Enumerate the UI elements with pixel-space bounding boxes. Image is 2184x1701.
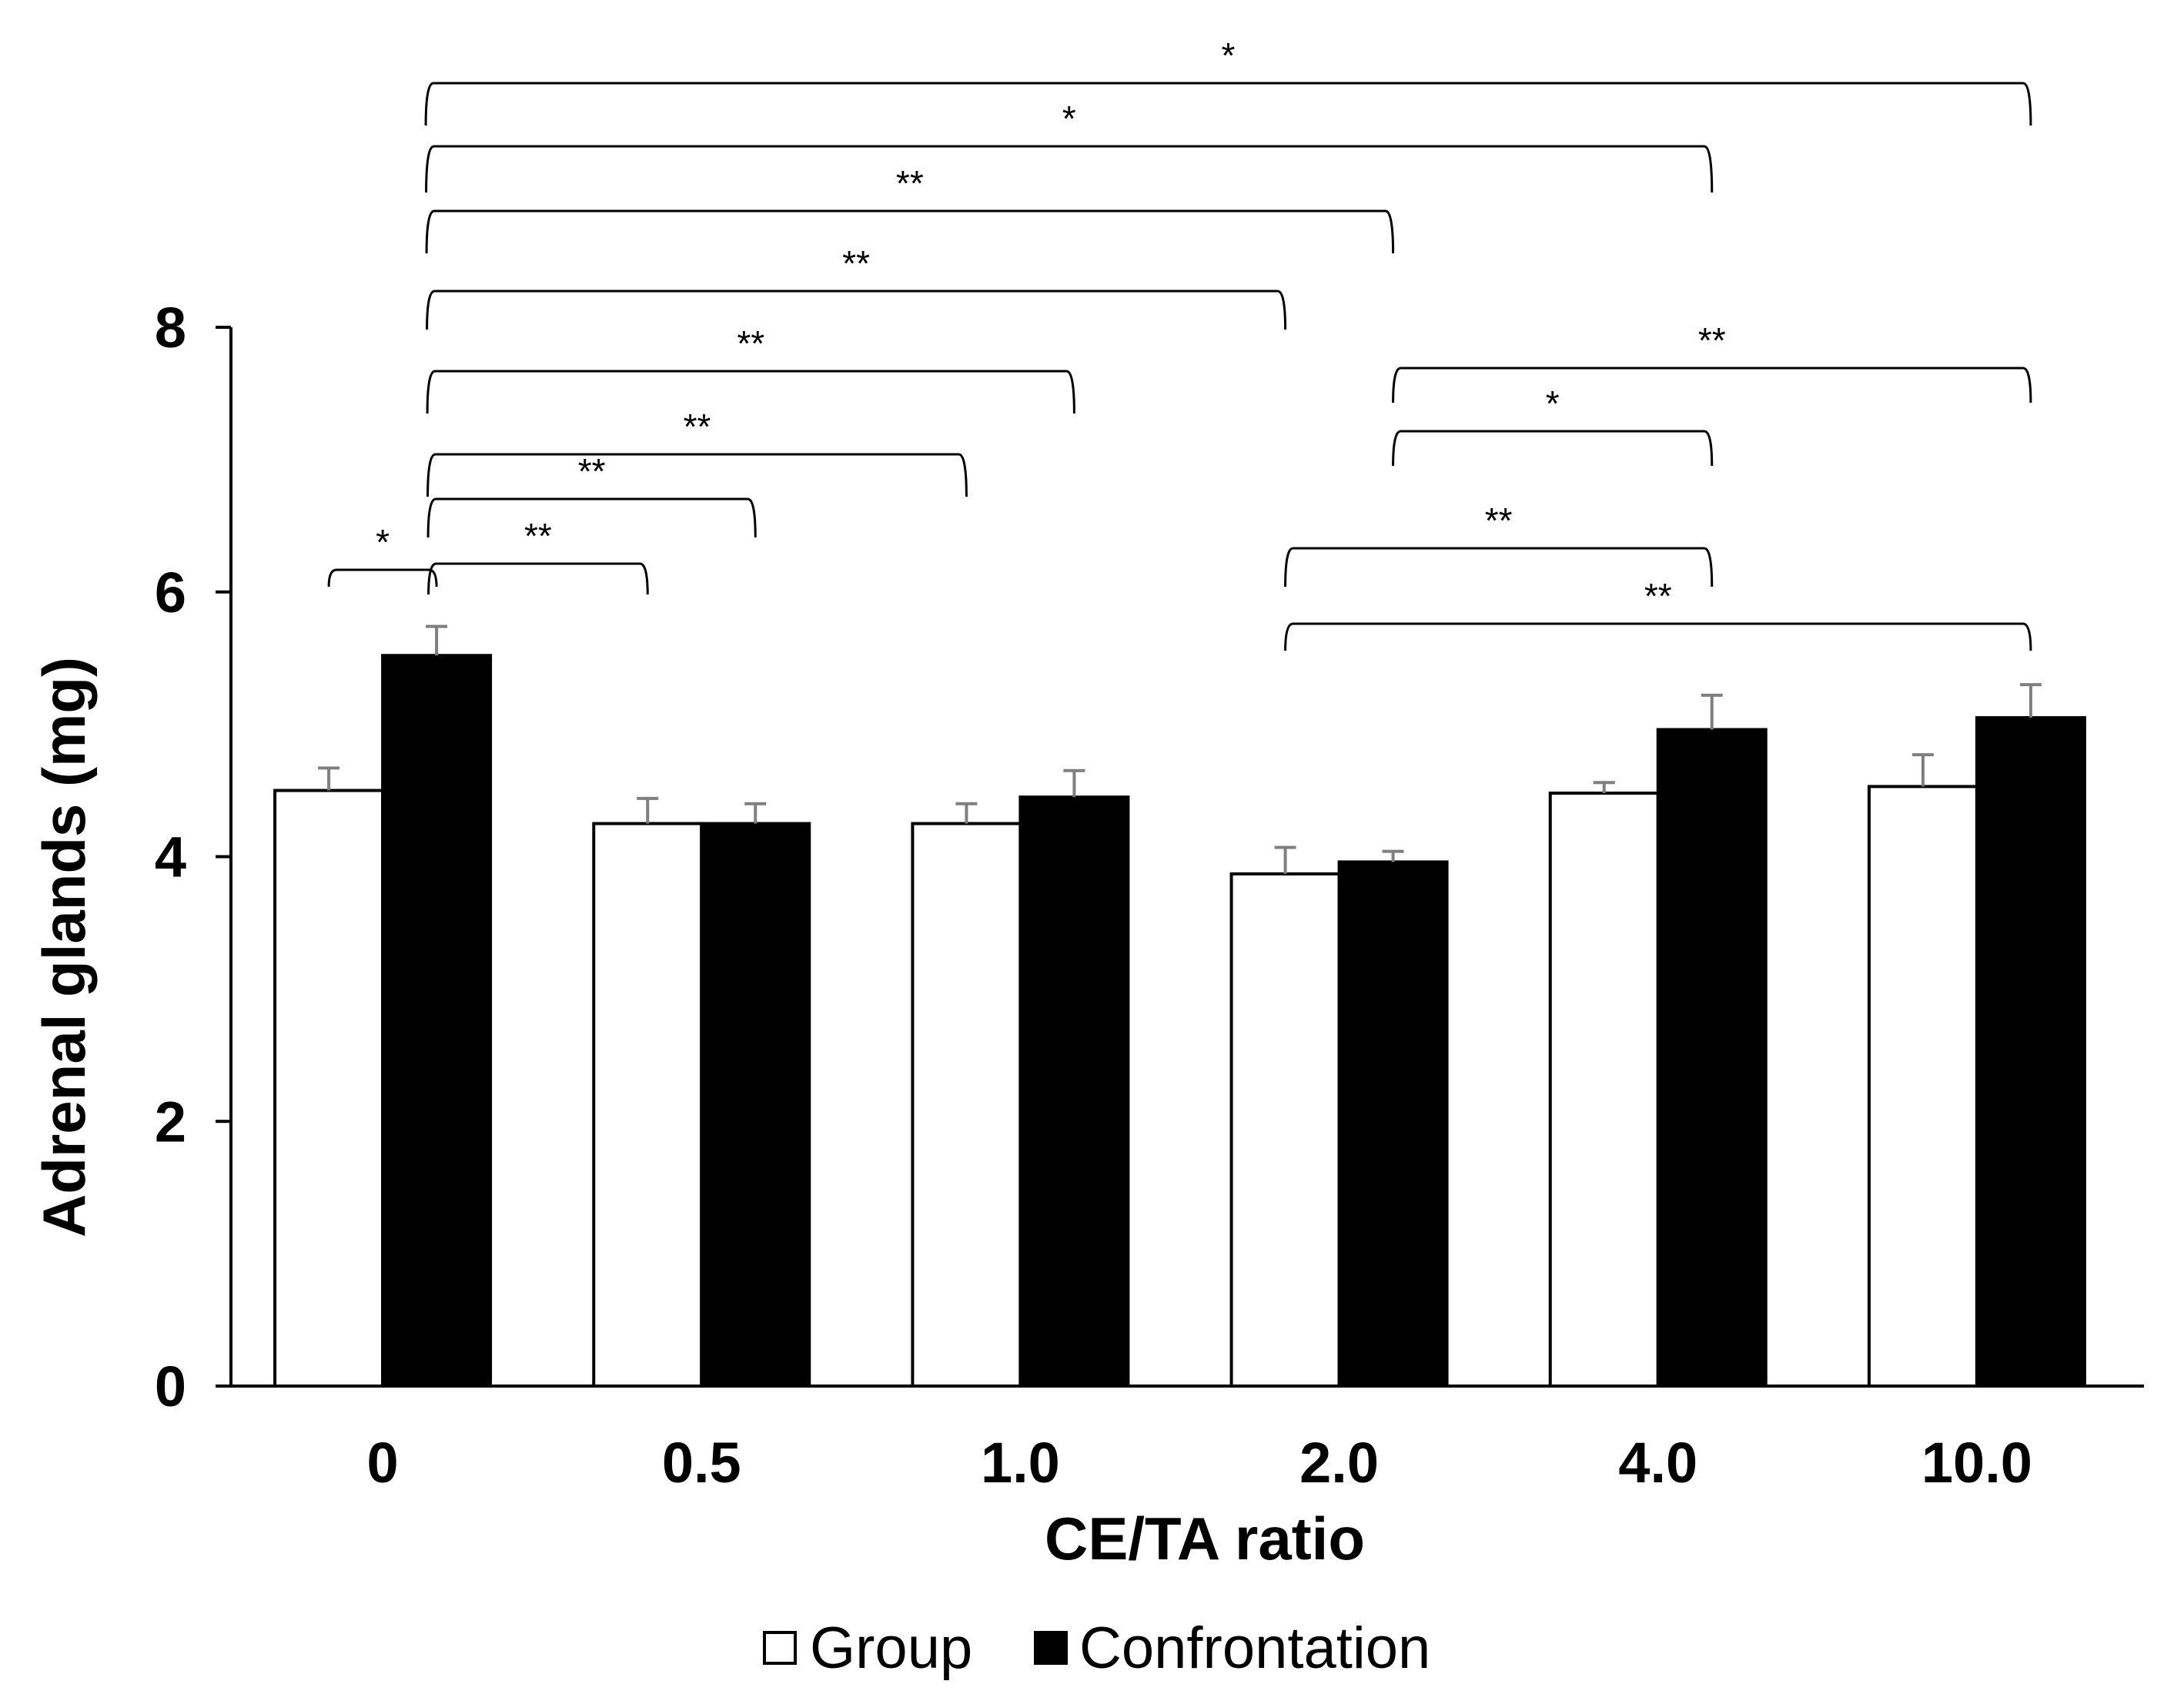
significance-label: **: [578, 451, 606, 491]
bar-group-0: [273, 789, 385, 1388]
significance-bracket: [426, 290, 1287, 330]
legend-label-confrontation: Confrontation: [1079, 1616, 1430, 1681]
significance-label: **: [737, 323, 764, 363]
significance-label: **: [524, 516, 552, 556]
significance-bracket: [427, 562, 649, 595]
significance-label: **: [1698, 320, 1726, 360]
legend-swatch-group: [763, 1631, 797, 1665]
bar-group-2.0: [1229, 872, 1341, 1388]
axes: 0 2 4 6 8 0 0.5 1.0 2.0 4.0 10.0: [155, 296, 2144, 1495]
y-tick-label: 6: [155, 561, 186, 624]
significance-label: **: [896, 163, 924, 203]
bar-confrontation-10.0: [1975, 716, 2086, 1388]
y-tick-label: 8: [155, 296, 186, 360]
x-tick-label: 1.0: [981, 1431, 1060, 1495]
x-tick-label: 2.0: [1299, 1431, 1379, 1495]
significance-bracket: [425, 209, 1395, 254]
significance-bracket: [1284, 547, 1714, 588]
y-tick-label: 4: [155, 825, 186, 889]
significance-label: *: [1546, 383, 1560, 424]
bar-confrontation-1.0: [1018, 795, 1130, 1388]
x-axis-title: CE/TA ratio: [1045, 1505, 1365, 1572]
legend-swatch-confrontation: [1034, 1631, 1068, 1665]
bar-confrontation-2.0: [1337, 860, 1449, 1388]
y-tick-label: 0: [155, 1354, 186, 1418]
bar-group-0.5: [592, 822, 704, 1388]
bar-confrontation-4.0: [1656, 728, 1768, 1388]
x-tick-label: 10.0: [1921, 1431, 2032, 1495]
x-tick-label: 0: [367, 1431, 399, 1495]
significance-brackets: * *********************: [327, 35, 2032, 651]
bars: [273, 654, 2086, 1388]
significance-label: **: [684, 407, 711, 447]
significance-bracket: [426, 453, 968, 497]
bar-group-10.0: [1867, 785, 1978, 1388]
significance-label: **: [1644, 576, 1672, 616]
y-tick-label: 2: [155, 1090, 186, 1154]
bar-group-4.0: [1548, 792, 1660, 1388]
significance-label: *: [1222, 35, 1236, 75]
significance-bracket: [425, 145, 1714, 193]
bar-confrontation-0: [381, 654, 493, 1388]
significance-bracket: [1284, 622, 2032, 651]
x-tick-label: 4.0: [1618, 1431, 1697, 1495]
significance-bracket: [426, 497, 757, 538]
bar-group-1.0: [911, 822, 1022, 1388]
significance-label: *: [376, 522, 390, 562]
y-axis-title: Adrenal glands (mg): [30, 657, 98, 1237]
bar-confrontation-0.5: [700, 822, 811, 1388]
x-tick-label: 0.5: [662, 1431, 741, 1495]
significance-label: **: [842, 243, 870, 283]
error-bars: [318, 624, 2042, 874]
axis-labels: CE/TA ratio Adrenal glands (mg): [30, 657, 1365, 1572]
significance-bracket: [1392, 367, 2032, 403]
significance-label: *: [1062, 99, 1076, 139]
legend-label-group: Group: [810, 1616, 972, 1681]
significance-bracket: [426, 370, 1075, 414]
significance-bracket: [1392, 430, 1714, 467]
legend: Group Confrontation: [763, 1616, 1430, 1681]
significance-bracket: [424, 82, 2032, 126]
significance-label: **: [1485, 501, 1513, 541]
significance-bracket: [327, 568, 438, 588]
